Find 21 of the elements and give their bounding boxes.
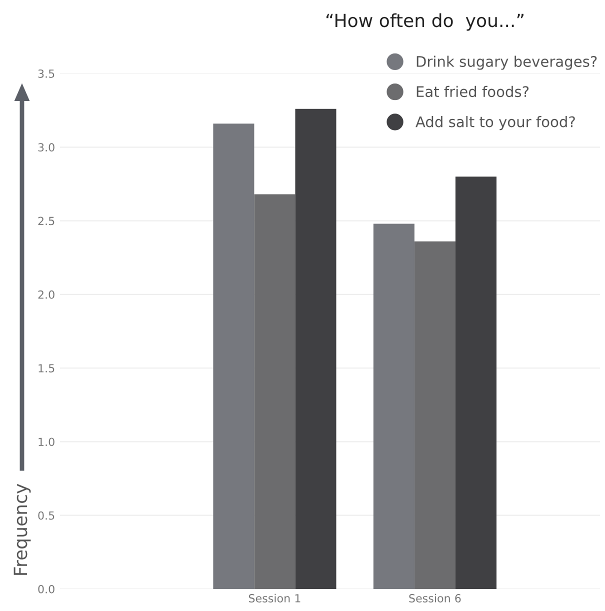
legend-label: Drink sugary beverages? bbox=[416, 56, 597, 70]
legend-label: Eat fried foods? bbox=[416, 86, 529, 98]
y-tick-label: 1.5 bbox=[38, 364, 54, 372]
bar bbox=[455, 176, 496, 589]
y-tick-label: 1.0 bbox=[38, 438, 54, 446]
chart-title: “How often do you...” bbox=[326, 13, 524, 31]
y-tick-label: 3.5 bbox=[38, 69, 54, 78]
x-tick-label: Session 6 bbox=[409, 594, 461, 602]
x-tick-label: Session 1 bbox=[248, 594, 300, 602]
y-axis-title: Frequency bbox=[14, 484, 31, 575]
bar bbox=[213, 124, 254, 589]
y-tick-label: 0.5 bbox=[38, 511, 54, 520]
y-tick-label: 0.0 bbox=[38, 584, 54, 594]
bar bbox=[254, 194, 296, 589]
bar bbox=[373, 224, 414, 589]
y-tick-label: 2.0 bbox=[38, 290, 54, 299]
legend-label: Add salt to your food? bbox=[416, 116, 575, 130]
y-tick-label: 2.5 bbox=[38, 216, 54, 226]
bar bbox=[295, 108, 336, 589]
y-tick-label: 3.0 bbox=[38, 143, 54, 152]
bar bbox=[414, 241, 456, 589]
